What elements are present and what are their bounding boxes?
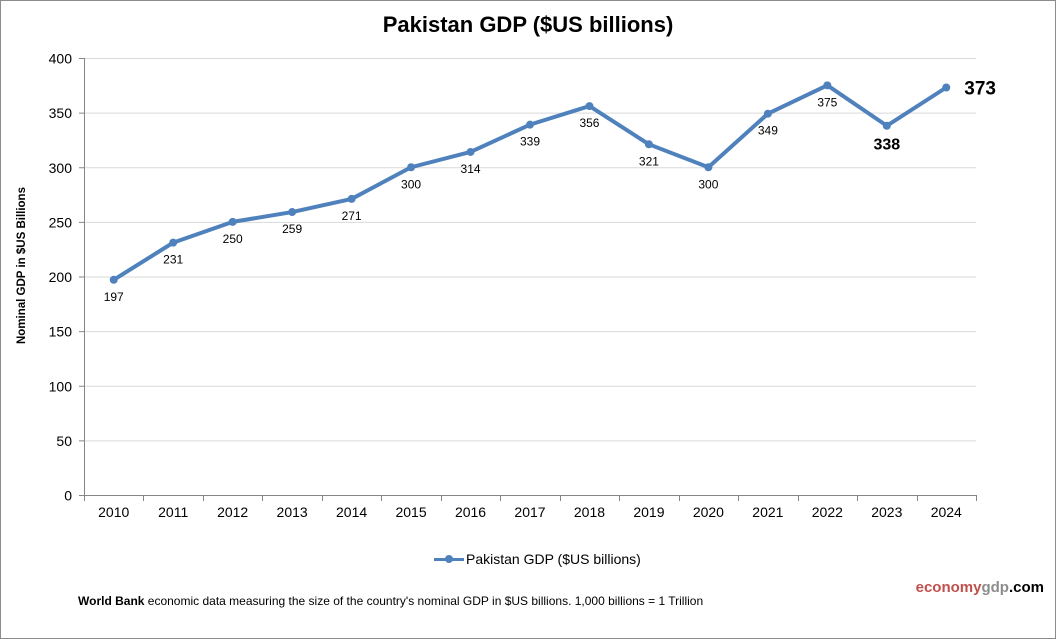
- data-point: [169, 238, 178, 247]
- x-tick-label: 2012: [217, 504, 248, 520]
- data-point: [644, 140, 653, 149]
- data-label: 259: [282, 222, 302, 236]
- data-label-highlight: 338: [873, 137, 900, 154]
- x-tick-label: 2023: [871, 504, 902, 520]
- x-tick-label: 2013: [277, 504, 308, 520]
- x-tick-label: 2019: [633, 504, 664, 520]
- data-label: 271: [342, 209, 362, 223]
- data-label: 250: [223, 232, 243, 246]
- x-tick-label: 2017: [514, 504, 545, 520]
- data-point: [288, 208, 297, 217]
- y-tick-label: 100: [49, 378, 73, 394]
- y-tick-label: 250: [49, 214, 73, 230]
- brand-part-economy: economy: [915, 579, 982, 596]
- y-tick-label: 150: [49, 324, 73, 340]
- data-point: [109, 275, 118, 284]
- y-tick-label: 200: [49, 269, 73, 285]
- footnote: World Bank economic data measuring the s…: [78, 594, 703, 608]
- x-tick-label: 2024: [931, 504, 962, 520]
- brand-logo[interactable]: economygdp.com: [916, 579, 1044, 596]
- y-tick-label: 0: [64, 488, 72, 504]
- legend: Pakistan GDP ($US billions): [434, 551, 641, 567]
- data-point: [704, 163, 713, 172]
- legend-label: Pakistan GDP ($US billions): [466, 551, 641, 567]
- x-tick-label: 2016: [455, 504, 486, 520]
- footnote-source: World Bank: [78, 594, 145, 608]
- x-tick-label: 2022: [812, 504, 843, 520]
- x-tick-label: 2018: [574, 504, 605, 520]
- data-point: [526, 120, 534, 129]
- series-line: [111, 83, 949, 282]
- x-tick-label: 2014: [336, 504, 367, 520]
- data-label: 300: [698, 177, 718, 191]
- y-tick-label: 50: [56, 433, 72, 449]
- legend-line-marker-icon: [434, 553, 464, 565]
- x-tick-label: 2020: [693, 504, 724, 520]
- x-tick-label: 2010: [98, 504, 129, 520]
- footnote-text: economic data measuring the size of the …: [144, 594, 704, 608]
- brand-part-com: .com: [1008, 579, 1044, 596]
- x-tick-label: 2021: [752, 504, 783, 520]
- data-point: [942, 83, 951, 92]
- data-label: 356: [579, 116, 599, 130]
- y-tick-label: 350: [49, 105, 73, 121]
- data-label: 300: [401, 177, 421, 191]
- data-point: [228, 217, 237, 226]
- data-label: 349: [758, 124, 778, 138]
- x-tick-label: 2015: [395, 504, 426, 520]
- data-point: [466, 147, 475, 156]
- brand-part-gdp: gdp: [981, 579, 1009, 596]
- data-label: 231: [163, 253, 183, 267]
- data-label: 314: [461, 162, 481, 176]
- chart-title: Pakistan GDP ($US billions): [382, 12, 674, 37]
- data-label: 321: [639, 154, 659, 168]
- data-point: [823, 81, 832, 90]
- y-tick-label: 400: [49, 51, 73, 67]
- data-label: 197: [104, 290, 124, 304]
- data-label: 339: [520, 135, 540, 149]
- data-label-latest: 373: [964, 78, 996, 99]
- data-point: [407, 163, 416, 172]
- data-point: [585, 102, 594, 111]
- data-label: 375: [817, 95, 837, 109]
- data-point: [347, 194, 356, 203]
- data-point: [763, 109, 772, 118]
- y-tick-label: 300: [49, 160, 73, 176]
- data-point: [882, 121, 891, 130]
- x-tick-label: 2011: [158, 504, 188, 520]
